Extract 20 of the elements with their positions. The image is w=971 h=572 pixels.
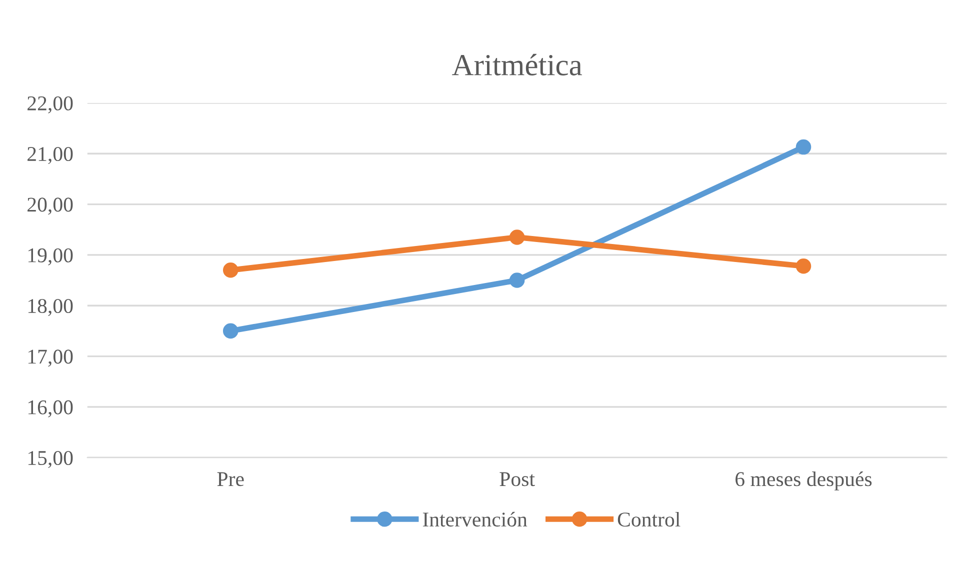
legend-label: Intervención (422, 512, 528, 527)
point (796, 258, 812, 274)
x-tick-label: Pre (217, 472, 244, 486)
y-tick-label: 15,00 (28, 450, 73, 468)
y-tick-label: 20,00 (28, 198, 73, 215)
point (222, 262, 238, 278)
chart-title: Aritmética (452, 54, 582, 76)
point (222, 323, 238, 339)
y-tick-label: 16,00 (28, 400, 73, 418)
legend-label: Control (618, 512, 680, 527)
point (509, 272, 525, 288)
point (509, 230, 525, 245)
y-tick-label: 18,00 (28, 298, 73, 316)
y-tick-label: 22,00 (28, 96, 73, 114)
y-tick-label: 17,00 (28, 350, 73, 367)
x-tick-label: Post (500, 472, 535, 486)
y-tick-label: 19,00 (28, 248, 73, 266)
y-tick-label: 21,00 (28, 146, 73, 164)
point (796, 139, 812, 155)
x-tick-label: 6 meses después (736, 471, 872, 490)
